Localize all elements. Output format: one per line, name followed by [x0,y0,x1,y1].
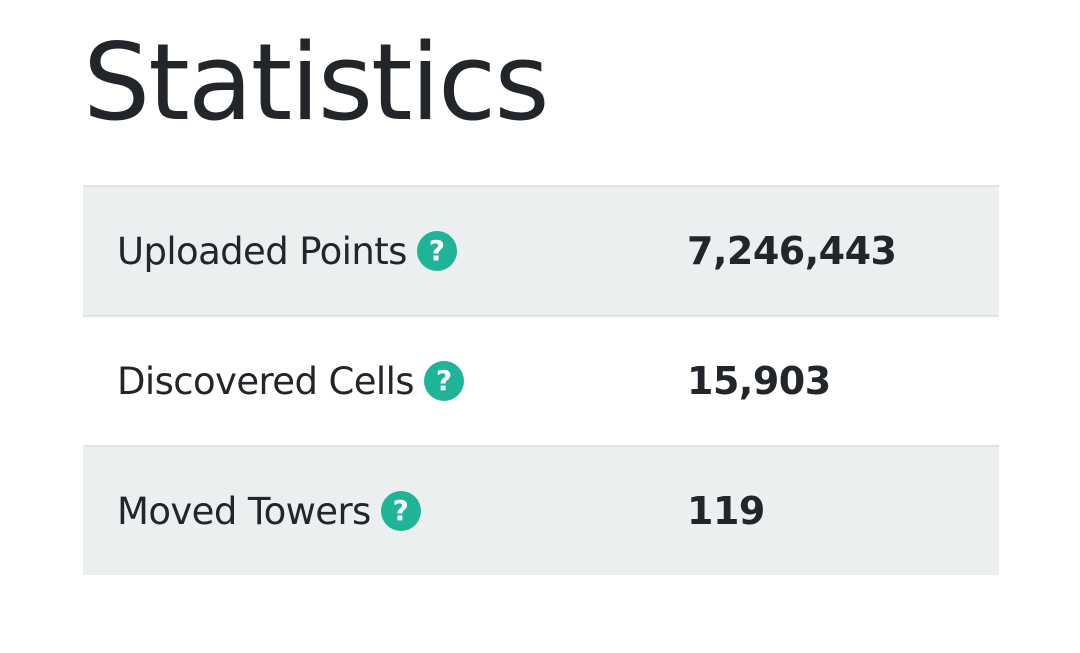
statistics-table: Uploaded Points ? 7,246,443 Discovered C… [83,185,999,575]
label-cell: Moved Towers ? [117,447,421,575]
question-circle-icon[interactable]: ? [423,361,464,401]
page-title: Statistics [83,21,550,144]
label-cell: Discovered Cells ? [117,317,464,445]
stat-value: 7,246,443 [687,229,897,273]
question-circle-icon[interactable]: ? [416,231,457,271]
stat-label: Uploaded Points [117,229,407,273]
table-row-discovered-cells: Discovered Cells ? 15,903 [83,317,999,447]
label-cell: Uploaded Points ? [117,187,457,315]
question-circle-icon[interactable]: ? [380,491,421,531]
stat-value: 15,903 [687,359,831,403]
stat-label: Discovered Cells [117,359,415,403]
stat-value: 119 [687,489,765,533]
table-row-moved-towers: Moved Towers ? 119 [83,447,999,575]
table-row-uploaded-points: Uploaded Points ? 7,246,443 [83,187,999,317]
stat-label: Moved Towers [117,489,371,533]
